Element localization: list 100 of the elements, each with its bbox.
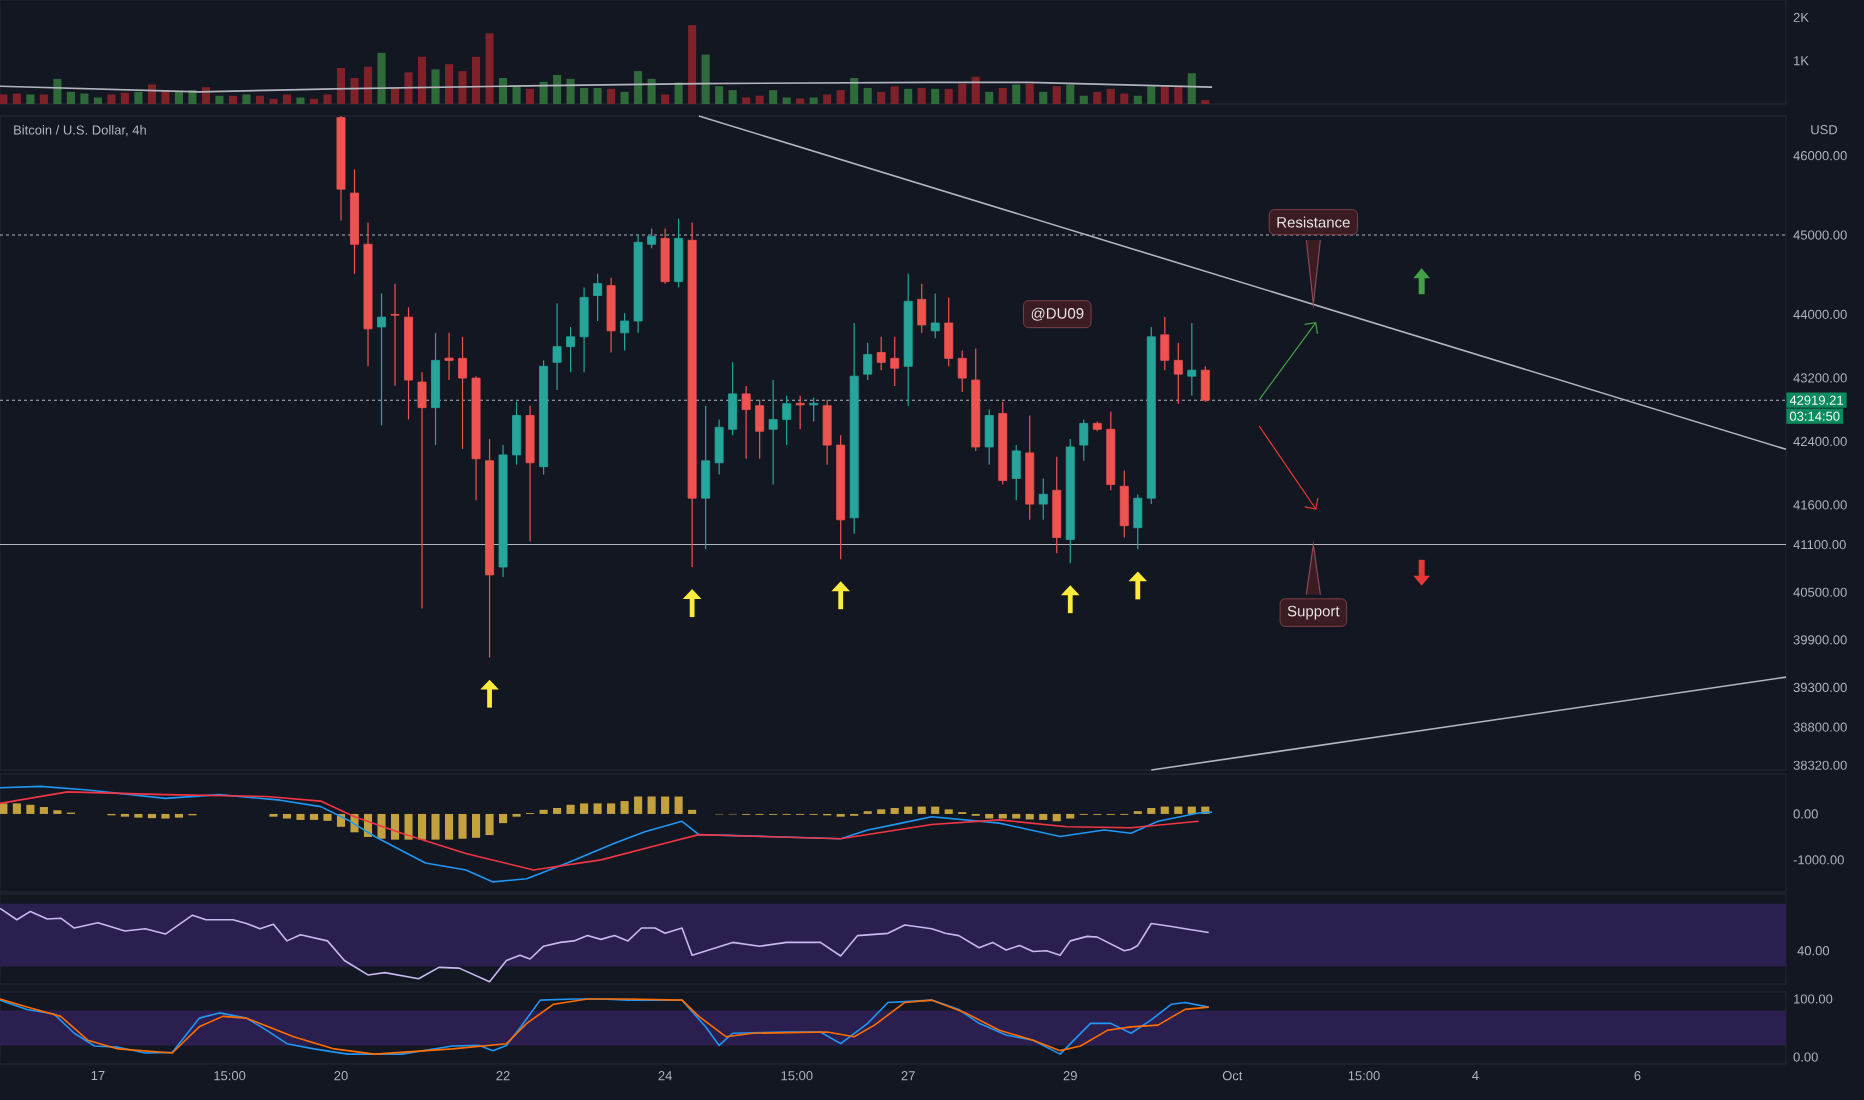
candlestick [957, 349, 967, 393]
bar [634, 796, 643, 814]
bar [228, 95, 238, 104]
bar [309, 98, 319, 104]
bar [836, 90, 845, 104]
bar [958, 83, 967, 104]
candlestick [782, 395, 792, 446]
candlestick [890, 336, 900, 387]
bar [566, 804, 575, 814]
bar [215, 95, 224, 104]
bar [39, 807, 48, 814]
bar [620, 91, 629, 104]
bar [580, 87, 589, 104]
bar [998, 813, 1007, 819]
bar [26, 804, 35, 814]
bar [174, 91, 183, 104]
bar [458, 813, 467, 839]
bar [755, 95, 764, 104]
bar [607, 88, 616, 104]
candlestick [606, 277, 616, 354]
bar [417, 813, 427, 840]
candlestick [917, 283, 927, 334]
candlestick [390, 283, 400, 387]
bar [863, 87, 872, 104]
candlestick [1119, 470, 1129, 539]
candlestick [458, 336, 467, 450]
candlestick [525, 405, 535, 543]
bar [782, 97, 791, 104]
bar [917, 806, 926, 814]
bar [309, 813, 319, 820]
bar [147, 813, 156, 819]
bar [269, 98, 278, 104]
bar [282, 94, 292, 104]
candlestick [795, 395, 805, 430]
bar [904, 88, 913, 104]
bar [26, 94, 35, 104]
candlestick [1038, 477, 1048, 521]
bar [0, 94, 8, 104]
bar [242, 94, 251, 104]
bar [647, 78, 656, 104]
candlestick [1011, 444, 1021, 501]
bar [417, 56, 427, 104]
bar [1093, 91, 1102, 104]
candlestick [984, 408, 994, 466]
bar [323, 94, 332, 104]
bar [1066, 84, 1075, 104]
bar [296, 97, 305, 104]
bar [998, 87, 1007, 104]
bar [566, 78, 575, 104]
candlestick [444, 332, 454, 381]
bar [120, 92, 129, 104]
candlestick [377, 292, 386, 426]
bar [890, 807, 899, 814]
bar [701, 54, 710, 104]
candlestick [552, 302, 562, 391]
bar [634, 71, 643, 104]
bar [390, 87, 400, 104]
bar [742, 97, 751, 104]
bar [539, 81, 548, 104]
bar [769, 90, 778, 104]
bar [553, 807, 562, 814]
candlestick [674, 218, 684, 289]
bar [377, 52, 386, 104]
bar [431, 813, 440, 840]
candlestick [741, 385, 751, 460]
bar [674, 82, 683, 104]
bar [472, 813, 481, 838]
candlestick [714, 418, 724, 476]
bar [917, 87, 926, 104]
bar [1012, 813, 1021, 819]
candlestick [768, 379, 778, 486]
candlestick [930, 292, 940, 339]
candlestick [579, 287, 589, 373]
candlestick [822, 399, 832, 466]
bar [147, 84, 156, 104]
bar [472, 56, 481, 104]
bar [255, 95, 265, 104]
candlestick [863, 342, 873, 381]
bar [458, 71, 467, 104]
bar [336, 68, 346, 104]
bar [796, 98, 805, 104]
bar [971, 76, 980, 104]
bar [728, 90, 737, 104]
candlestick [1160, 316, 1170, 371]
bar [904, 806, 913, 814]
candlestick [647, 227, 657, 249]
candlestick [755, 399, 765, 460]
candlestick [512, 401, 522, 466]
bar [188, 90, 197, 104]
bar [134, 91, 143, 104]
candlestick [809, 397, 819, 423]
bar [1174, 86, 1183, 104]
bar [499, 813, 508, 824]
bar [1160, 806, 1169, 814]
bar [1079, 95, 1088, 104]
bar [688, 25, 697, 104]
candlestick [593, 273, 603, 322]
candlestick [1133, 493, 1143, 550]
bar [350, 77, 359, 104]
bar [296, 813, 305, 820]
